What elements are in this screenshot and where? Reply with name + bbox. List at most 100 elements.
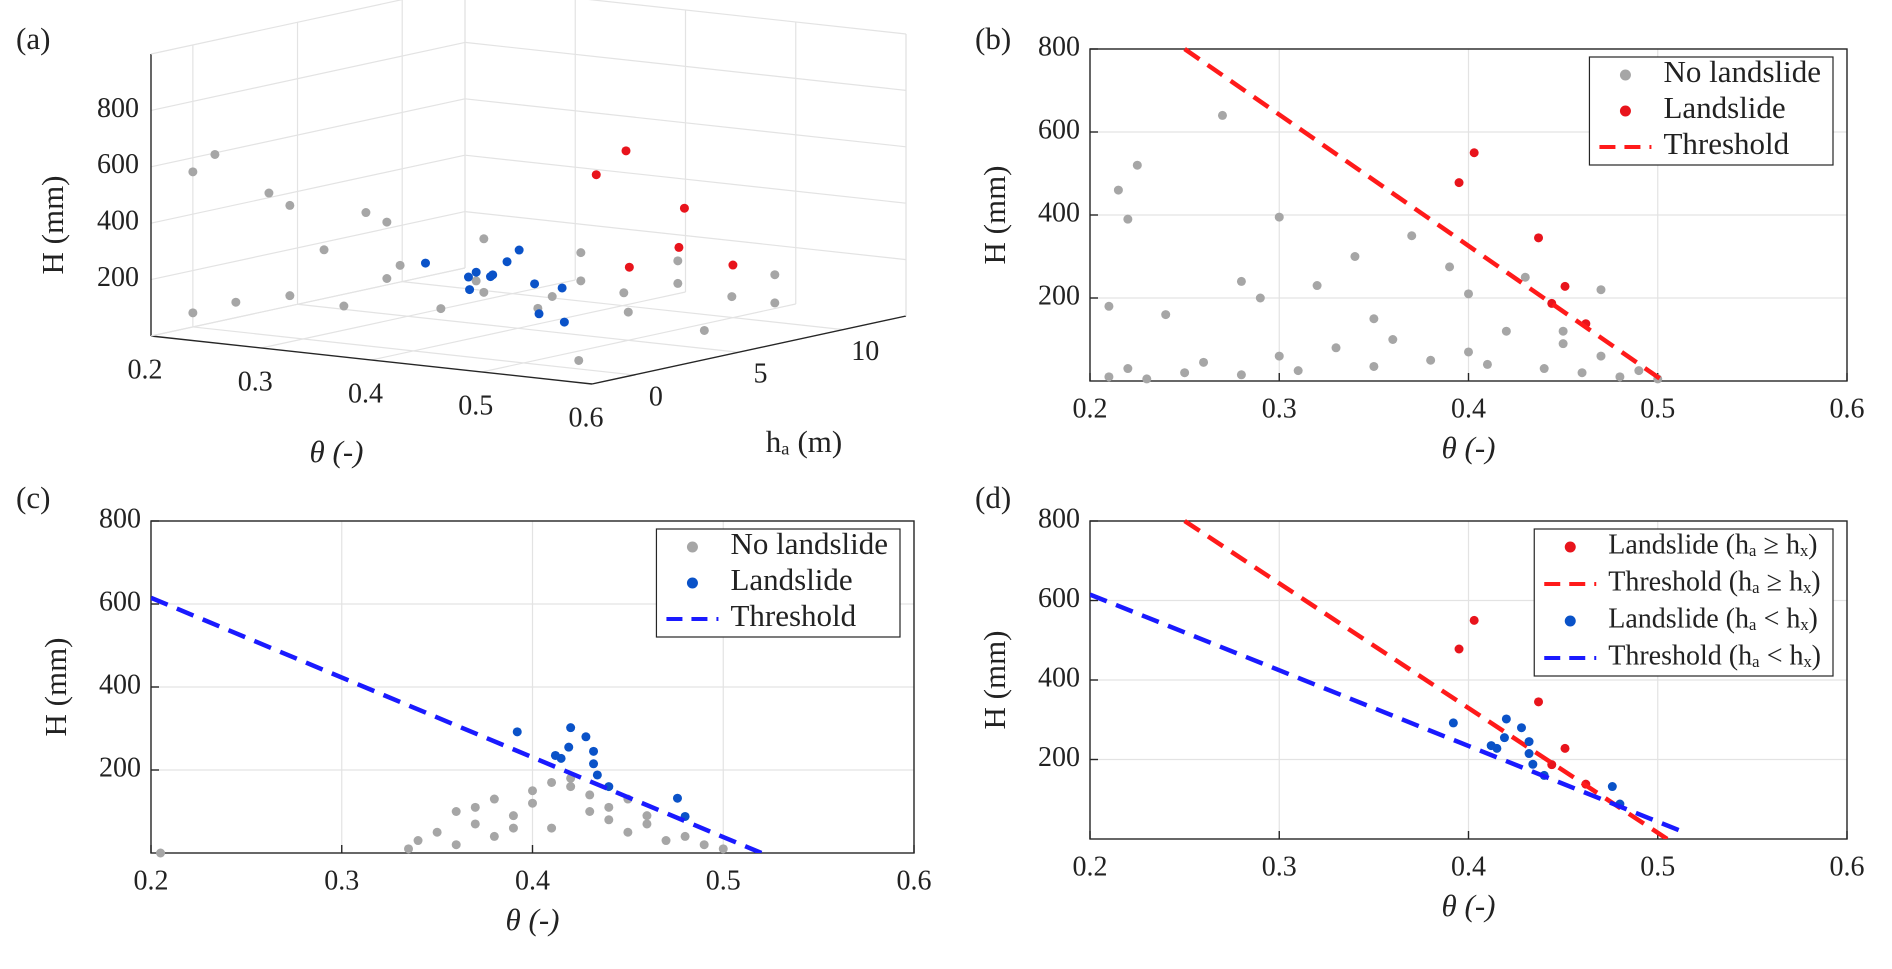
- legend-swatch: [686, 541, 698, 553]
- data-point: [1577, 368, 1587, 378]
- x-tick-label: 0.5: [458, 390, 493, 421]
- data-point: [1464, 289, 1473, 299]
- y-tick-label: 800: [1038, 31, 1080, 62]
- x-tick-label: 0.2: [128, 354, 163, 385]
- data-point: [1331, 343, 1341, 353]
- data-point: [1180, 368, 1190, 378]
- data-point: [1539, 364, 1549, 374]
- panel-label: (b): [975, 21, 1011, 56]
- data-point: [1274, 212, 1284, 222]
- legend-label: Threshold: [730, 598, 856, 633]
- data-point: [1499, 733, 1509, 743]
- panel-label: (a): [16, 21, 50, 56]
- legend-label: Landslide (hₐ ≥ hₓ): [1608, 529, 1817, 560]
- data-point: [470, 802, 480, 812]
- x-tick-label: 0.6: [569, 402, 604, 433]
- data-point: [566, 723, 576, 733]
- data-point: [673, 256, 683, 266]
- data-point: [623, 307, 633, 317]
- data-point: [413, 836, 423, 846]
- y-tick-label: 600: [1038, 114, 1080, 145]
- x-axis-label: θ (-): [1442, 888, 1496, 923]
- data-point: [624, 262, 634, 272]
- z-tick-label: 800: [97, 93, 139, 124]
- data-point: [432, 827, 442, 837]
- data-point: [1104, 372, 1114, 382]
- data-point: [319, 245, 329, 255]
- x-tick-label: 0.4: [515, 865, 550, 896]
- x-tick-label: 0.5: [1640, 393, 1675, 424]
- x-axis-label: θ (-): [1442, 430, 1496, 465]
- data-point: [589, 759, 599, 769]
- x-tick-label: 0.2: [1073, 393, 1108, 424]
- data-point: [1615, 372, 1625, 382]
- x-axis-label: θ (-): [506, 902, 560, 937]
- data-point: [576, 276, 586, 286]
- data-point: [574, 355, 584, 365]
- data-point: [382, 274, 392, 283]
- threshold-line: [1183, 519, 1669, 839]
- data-point: [623, 827, 633, 837]
- y-tick-label: 400: [1038, 662, 1080, 693]
- legend-swatch: [1564, 615, 1576, 627]
- data-point: [479, 234, 489, 244]
- data-point: [699, 840, 709, 850]
- data-point: [674, 242, 684, 252]
- y-tick-label: 200: [1038, 742, 1080, 773]
- data-point: [728, 260, 738, 270]
- data-point: [1524, 737, 1534, 747]
- legend-label: Threshold: [1663, 126, 1789, 161]
- data-point: [1534, 697, 1544, 707]
- grid-line: [402, 281, 844, 331]
- data-point: [1132, 160, 1142, 170]
- data-point: [581, 732, 591, 742]
- grid-line: [261, 279, 576, 349]
- data-point: [528, 786, 537, 796]
- legend-label: Threshold (hₐ < hₓ): [1608, 640, 1821, 671]
- data-point: [463, 272, 473, 282]
- data-point: [1448, 718, 1458, 728]
- x-tick-label: 0.2: [134, 865, 169, 896]
- panel-label: (c): [16, 480, 50, 515]
- data-point: [547, 777, 557, 787]
- legend-box: [1533, 528, 1834, 677]
- data-point: [479, 287, 489, 297]
- grid-line: [150, 41, 466, 111]
- y-tick-label: 800: [1038, 503, 1080, 534]
- data-point: [471, 267, 481, 277]
- y-tick-label: 5: [754, 359, 768, 390]
- data-point: [1454, 644, 1464, 654]
- data-point: [530, 279, 540, 289]
- data-point: [534, 309, 544, 319]
- data-point: [585, 790, 595, 800]
- data-point: [642, 811, 652, 821]
- data-point: [436, 304, 446, 314]
- data-point: [604, 815, 614, 825]
- y-tick-label: 800: [99, 503, 141, 534]
- x-tick-label: 0.5: [706, 865, 741, 896]
- y-tick-label: 400: [1038, 197, 1080, 228]
- data-point: [528, 798, 537, 808]
- legend-swatch: [686, 577, 698, 589]
- data-point: [1596, 285, 1606, 295]
- x-tick-label: 0.6: [1830, 851, 1865, 882]
- legend-swatch: [1619, 69, 1631, 81]
- y-tick-label: 600: [1038, 583, 1080, 614]
- x-tick-label: 0.3: [324, 865, 359, 896]
- z-axis-label: H (mm): [35, 175, 70, 274]
- data-point: [1123, 214, 1133, 224]
- panel-label: (d): [975, 480, 1011, 515]
- data-point: [404, 844, 414, 854]
- data-point: [1520, 272, 1530, 282]
- grid-line: [150, 98, 466, 168]
- legend-swatch: [1564, 541, 1576, 553]
- data-point: [547, 823, 557, 833]
- legend-label: No landslide: [1663, 54, 1821, 89]
- x-tick-label: 0.4: [1451, 851, 1486, 882]
- data-point: [566, 782, 576, 792]
- data-point: [1469, 148, 1479, 158]
- data-point: [508, 823, 518, 833]
- data-point: [604, 802, 614, 812]
